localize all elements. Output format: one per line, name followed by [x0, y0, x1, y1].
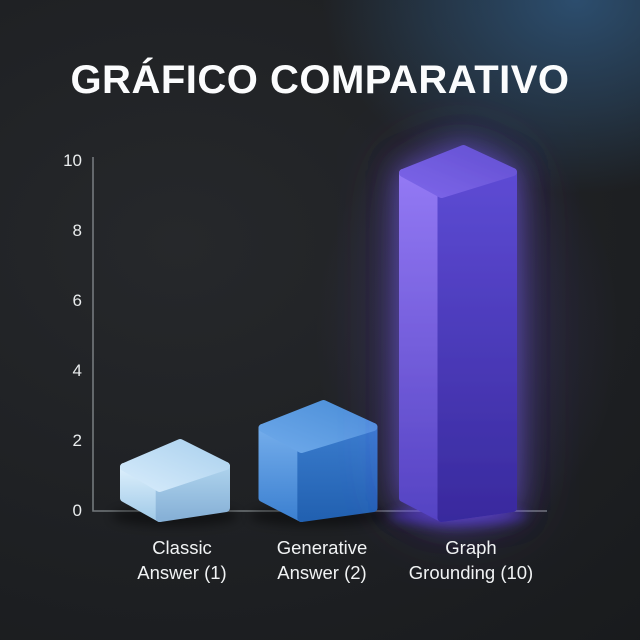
y-tick-2: 2 — [72, 431, 82, 450]
bar-left-face — [399, 169, 446, 522]
x-label-line: Generative — [276, 537, 368, 558]
x-label-line: Grounding (10) — [408, 562, 534, 583]
x-label-graph: Graph Grounding (10) — [381, 535, 561, 585]
bar-right-face — [437, 168, 517, 522]
bar-classic — [120, 439, 230, 522]
bar-top-face — [120, 439, 230, 492]
x-label-line: Answer (2) — [277, 562, 367, 583]
bar-generative — [258, 400, 378, 522]
y-tick-0: 0 — [72, 501, 82, 520]
x-label-line: Classic — [152, 537, 212, 558]
chart-title: GRÁFICO COMPARATIVO — [70, 58, 570, 102]
x-label-line: Graph — [445, 537, 497, 558]
bar-top-face — [399, 145, 517, 198]
axes — [92, 157, 547, 512]
y-tick-10: 10 — [63, 151, 82, 170]
bar-graph — [399, 145, 517, 522]
x-label-generative: Generative Answer (2) — [232, 535, 412, 585]
bar-top-face — [258, 400, 378, 453]
y-tick-8: 8 — [72, 221, 82, 240]
y-tick-6: 6 — [72, 291, 82, 310]
y-tick-4: 4 — [72, 361, 82, 380]
x-label-line: Answer (1) — [137, 562, 227, 583]
x-label-classic: Classic Answer (1) — [92, 535, 272, 585]
